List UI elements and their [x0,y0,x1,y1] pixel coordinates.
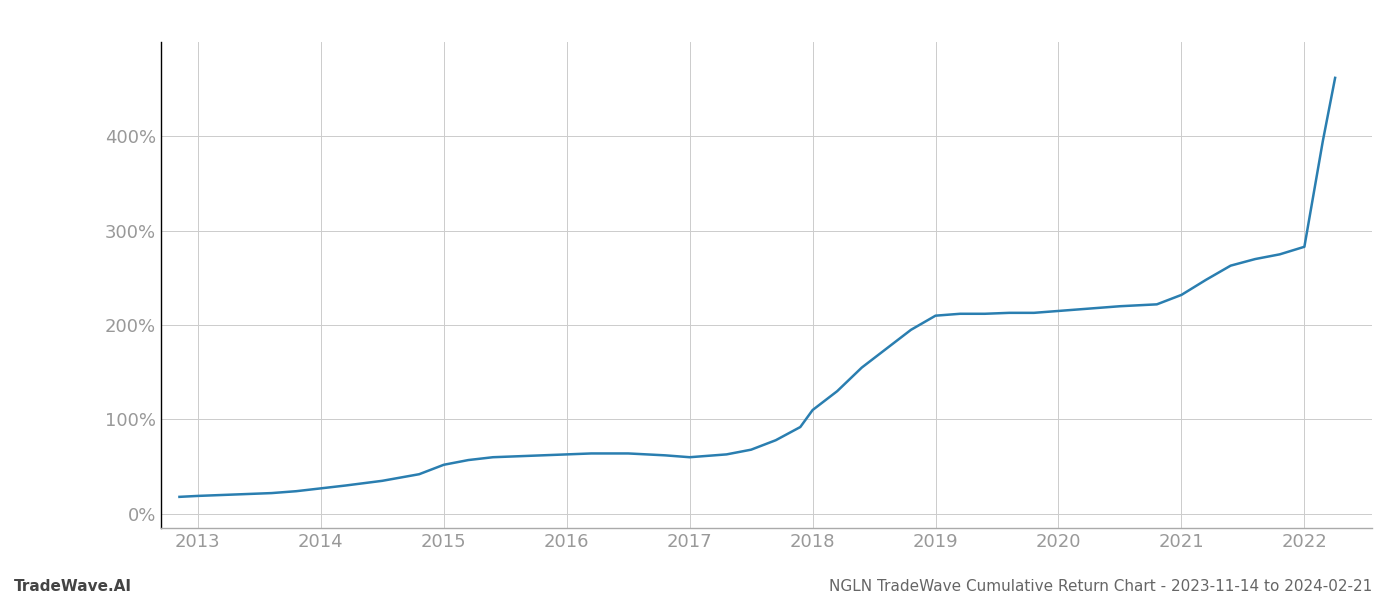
Text: TradeWave.AI: TradeWave.AI [14,579,132,594]
Text: NGLN TradeWave Cumulative Return Chart - 2023-11-14 to 2024-02-21: NGLN TradeWave Cumulative Return Chart -… [829,579,1372,594]
